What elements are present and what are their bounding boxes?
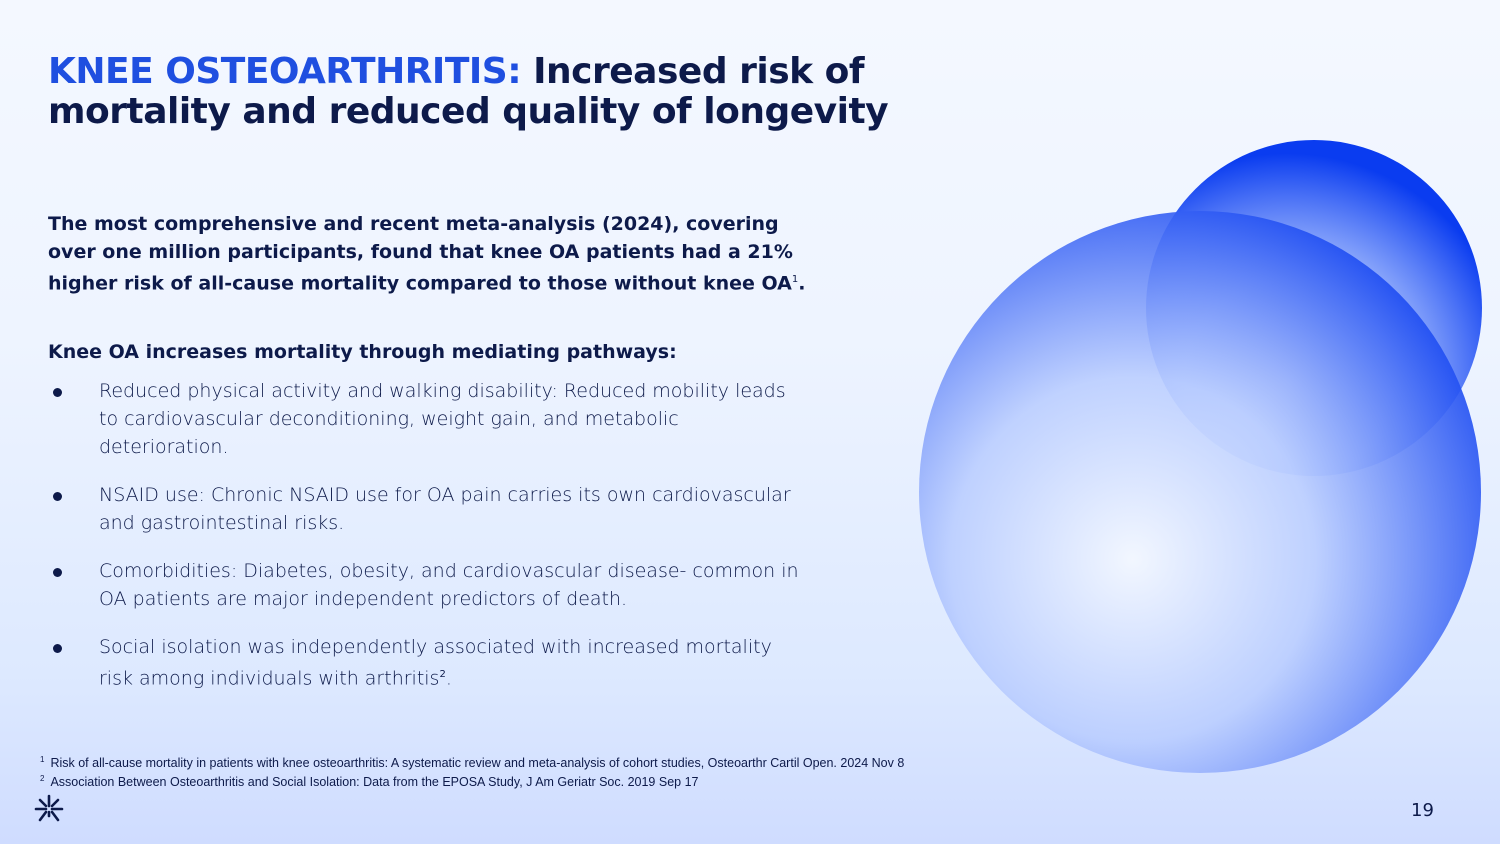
footnote-number: 1 <box>40 755 45 764</box>
list-item: NSAID use: Chronic NSAID use for OA pain… <box>48 481 808 537</box>
footnote: 2 Association Between Osteoarthritis and … <box>40 771 904 790</box>
bullet-end: . <box>445 667 452 690</box>
pathways-list: Reduced physical activity and walking di… <box>48 377 808 692</box>
intro-text: The most comprehensive and recent meta-a… <box>48 213 793 295</box>
footnotes: 1 Risk of all-cause mortality in patients… <box>40 752 904 790</box>
list-item: Social isolation was independently assoc… <box>48 633 808 692</box>
asterisk-logo-icon <box>34 794 64 822</box>
page-title: KNEE OSTEOARTHRITIS: Increased risk of m… <box>48 52 908 132</box>
list-item: Comorbidities: Diabetes, obesity, and ca… <box>48 557 808 613</box>
bullet-ref: 2 <box>439 669 446 680</box>
bullet-icon <box>53 492 62 501</box>
pathways-heading: Knee OA increases mortality through medi… <box>48 341 677 363</box>
title-accent: KNEE OSTEOARTHRITIS: <box>48 51 522 92</box>
footnote-text: Association Between Osteoarthritis and S… <box>50 775 699 790</box>
bullet-text: Social isolation was independently assoc… <box>99 636 772 690</box>
bullet-icon <box>53 644 62 653</box>
title-rest: Increased risk of mortality and reduced … <box>48 51 889 132</box>
footnote: 1 Risk of all-cause mortality in patients… <box>40 752 904 771</box>
bullet-text: NSAID use: Chronic NSAID use for OA pain… <box>99 484 791 534</box>
bullet-icon <box>53 568 62 577</box>
bullet-icon <box>53 388 62 397</box>
footnote-text: Risk of all-cause mortality in patients … <box>50 756 905 771</box>
decorative-circles <box>919 140 1482 773</box>
footnote-number: 2 <box>40 774 45 784</box>
lower-circle <box>919 211 1481 773</box>
intro-end: . <box>798 272 806 295</box>
intro-paragraph: The most comprehensive and recent meta-a… <box>48 210 828 297</box>
list-item: Reduced physical activity and walking di… <box>48 377 808 461</box>
intro-ref: 1 <box>791 274 799 285</box>
bullet-text: Reduced physical activity and walking di… <box>99 380 786 458</box>
bullet-text: Comorbidities: Diabetes, obesity, and ca… <box>99 560 799 610</box>
page-number: 19 <box>1411 800 1434 821</box>
